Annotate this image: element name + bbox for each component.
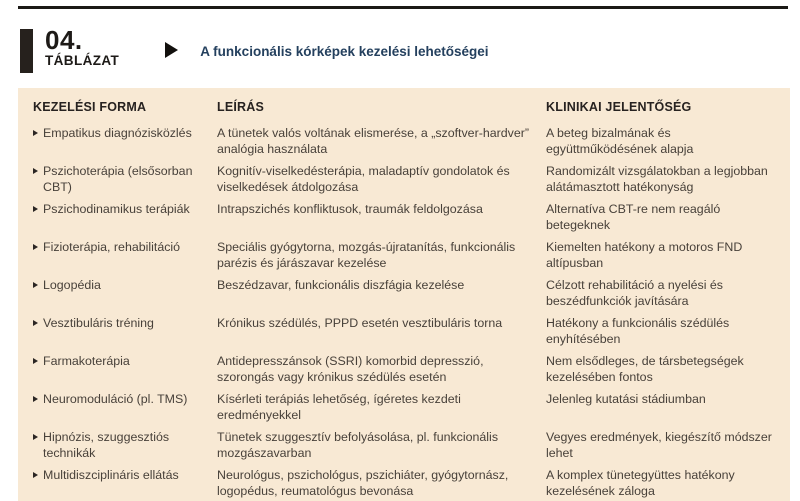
treatment-form-cell: Pszichoterápia (elsősorban CBT): [33, 163, 217, 195]
treatment-form-label: Empatikus diagnózisközlés: [43, 126, 192, 140]
table-row: Pszichodinamikus terápiák Intrapszichés …: [33, 201, 775, 233]
table-row: Pszichoterápia (elsősorban CBT) Kognitív…: [33, 163, 775, 195]
table-row: Empatikus diagnózisközlés A tünetek való…: [33, 125, 775, 157]
description-cell: Antidepresszánsok (SSRI) komorbid depres…: [217, 354, 484, 384]
treatment-form-cell: Fizioterápia, rehabilitáció: [33, 239, 217, 255]
table-row: Neuromoduláció (pl. TMS) Kísérleti teráp…: [33, 391, 775, 423]
column-header-form: KEZELÉSI FORMA: [33, 100, 147, 114]
table-header-row: KEZELÉSI FORMA LEÍRÁS KLINIKAI JELENTŐSÉ…: [33, 100, 775, 115]
treatment-form-label: Logopédia: [43, 278, 101, 292]
table-row: Hipnózis, szuggesztiós technikák Tünetek…: [33, 429, 775, 461]
treatment-form-cell: Neuromoduláció (pl. TMS): [33, 391, 217, 407]
table-row: Multidiszciplináris ellátás Neurológus, …: [33, 467, 775, 499]
column-header-description: LEÍRÁS: [217, 100, 265, 114]
significance-cell: Alternatíva CBT-re nem reagáló betegekne…: [546, 202, 721, 232]
table-label: TÁBLÁZAT: [45, 53, 120, 68]
table-number: 04.: [45, 25, 83, 55]
treatment-form-label: Fizioterápia, rehabilitáció: [43, 240, 181, 254]
treatment-form-cell: Logopédia: [33, 277, 217, 293]
treatment-form-label: Hipnózis, szuggesztiós technikák: [43, 430, 170, 460]
significance-cell: Nem elsődleges, de társbetegségek kezelé…: [546, 354, 744, 384]
treatment-form-label: Farmakoterápia: [43, 354, 130, 368]
table-row: Vesztibuláris tréning Krónikus szédülés,…: [33, 315, 775, 347]
treatment-form-label: Pszichodinamikus terápiák: [43, 202, 190, 216]
treatment-form-cell: Farmakoterápia: [33, 353, 217, 369]
description-cell: Intrapszichés konfliktusok, traumák feld…: [217, 202, 483, 216]
significance-cell: Kiemelten hatékony a motoros FND altípus…: [546, 240, 743, 270]
table-title: A funkcionális kórképek kezelési lehetős…: [200, 44, 489, 59]
description-cell: Kognitív-viselkedésterápia, maladaptív g…: [217, 164, 510, 194]
bullet-triangle-icon: [33, 243, 38, 250]
significance-cell: Randomizált vizsgálatokban a legjobban a…: [546, 164, 768, 194]
bullet-triangle-icon: [33, 395, 38, 402]
description-cell: Krónikus szédülés, PPPD esetén vesztibul…: [217, 316, 503, 330]
treatment-form-label: Multidiszciplináris ellátás: [43, 468, 179, 482]
treatment-form-cell: Vesztibuláris tréning: [33, 315, 217, 331]
significance-cell: A komplex tünetegyüttes hatékony kezelés…: [546, 468, 735, 498]
description-cell: Neurológus, pszichológus, pszichiáter, g…: [217, 468, 509, 498]
treatment-form-label: Vesztibuláris tréning: [43, 316, 154, 330]
description-cell: Tünetek szuggesztív befolyásolása, pl. f…: [217, 430, 499, 460]
significance-cell: Célzott rehabilitáció a nyelési és beszé…: [546, 278, 724, 308]
treatment-form-cell: Multidiszciplináris ellátás: [33, 467, 217, 483]
description-cell: Beszédzavar, funkcionális diszfágia keze…: [217, 278, 465, 292]
treatment-table: KEZELÉSI FORMA LEÍRÁS KLINIKAI JELENTŐSÉ…: [18, 88, 790, 501]
bullet-triangle-icon: [33, 281, 38, 288]
description-cell: Speciális gyógytorna, mozgás-újratanítás…: [217, 240, 516, 270]
bullet-triangle-icon: [33, 319, 38, 326]
bullet-triangle-icon: [33, 357, 38, 364]
description-cell: Kísérleti terápiás lehetőség, ígéretes k…: [217, 392, 461, 422]
play-triangle-icon: [165, 42, 179, 58]
table-row: Farmakoterápia Antidepresszánsok (SSRI) …: [33, 353, 775, 385]
bullet-triangle-icon: [33, 129, 38, 136]
significance-cell: Jelenleg kutatási stádiumban: [546, 392, 706, 406]
significance-cell: Vegyes eredmények, kiegészítő módszer le…: [546, 430, 772, 460]
caption-vertical-bar: [20, 29, 33, 73]
table-row: Logopédia Beszédzavar, funkcionális disz…: [33, 277, 775, 309]
column-header-significance: KLINIKAI JELENTŐSÉG: [546, 100, 692, 114]
table-row: Fizioterápia, rehabilitáció Speciális gy…: [33, 239, 775, 271]
bullet-triangle-icon: [33, 471, 38, 478]
treatment-form-label: Pszichoterápia (elsősorban CBT): [43, 164, 193, 194]
bullet-triangle-icon: [33, 433, 38, 440]
treatment-form-cell: Empatikus diagnózisközlés: [33, 125, 217, 141]
treatment-form-label: Neuromoduláció (pl. TMS): [43, 392, 188, 406]
significance-cell: A beteg bizalmának és együttműködésének …: [546, 126, 694, 156]
treatment-form-cell: Hipnózis, szuggesztiós technikák: [33, 429, 217, 461]
table-caption: 04. TÁBLÁZAT A funkcionális kórképek kez…: [20, 25, 489, 73]
description-cell: A tünetek valós voltának elismerése, a „…: [217, 126, 529, 156]
significance-cell: Hatékony a funkcionális szédülés enyhíté…: [546, 316, 730, 346]
treatment-form-cell: Pszichodinamikus terápiák: [33, 201, 217, 217]
bullet-triangle-icon: [33, 167, 38, 174]
bullet-triangle-icon: [33, 205, 38, 212]
top-rule-divider: [18, 6, 788, 9]
caption-number-block: 04. TÁBLÁZAT: [45, 25, 120, 69]
